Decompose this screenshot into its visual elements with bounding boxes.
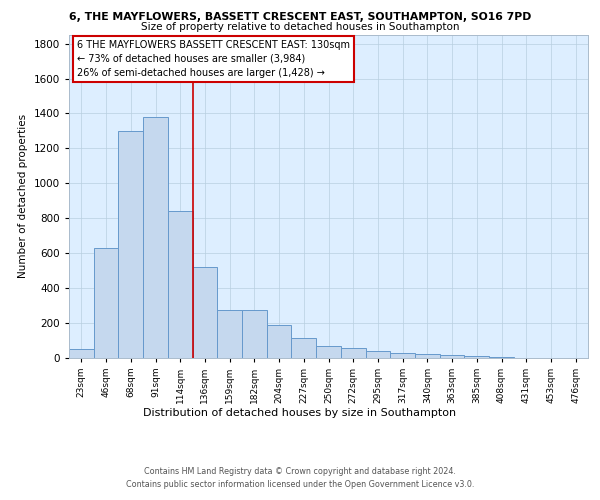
Bar — [168, 211, 193, 358]
Bar — [489, 356, 514, 358]
Text: Contains public sector information licensed under the Open Government Licence v3: Contains public sector information licen… — [126, 480, 474, 489]
Bar — [292, 338, 316, 357]
Bar — [464, 356, 489, 358]
Bar — [365, 352, 390, 358]
Bar — [94, 248, 118, 358]
Bar — [193, 267, 217, 358]
Bar — [415, 354, 440, 358]
Y-axis label: Number of detached properties: Number of detached properties — [18, 114, 28, 278]
Bar — [217, 310, 242, 358]
Bar — [390, 353, 415, 358]
Bar — [316, 346, 341, 358]
Text: 6 THE MAYFLOWERS BASSETT CRESCENT EAST: 130sqm
← 73% of detached houses are smal: 6 THE MAYFLOWERS BASSETT CRESCENT EAST: … — [77, 40, 350, 78]
Bar — [341, 348, 365, 358]
Bar — [143, 117, 168, 358]
Bar — [69, 349, 94, 358]
Bar — [242, 310, 267, 358]
Bar — [267, 325, 292, 358]
Text: 6, THE MAYFLOWERS, BASSETT CRESCENT EAST, SOUTHAMPTON, SO16 7PD: 6, THE MAYFLOWERS, BASSETT CRESCENT EAST… — [69, 12, 531, 22]
Text: Contains HM Land Registry data © Crown copyright and database right 2024.: Contains HM Land Registry data © Crown c… — [144, 468, 456, 476]
Text: Size of property relative to detached houses in Southampton: Size of property relative to detached ho… — [141, 22, 459, 32]
Text: Distribution of detached houses by size in Southampton: Distribution of detached houses by size … — [143, 408, 457, 418]
Bar — [118, 131, 143, 358]
Bar — [440, 355, 464, 358]
